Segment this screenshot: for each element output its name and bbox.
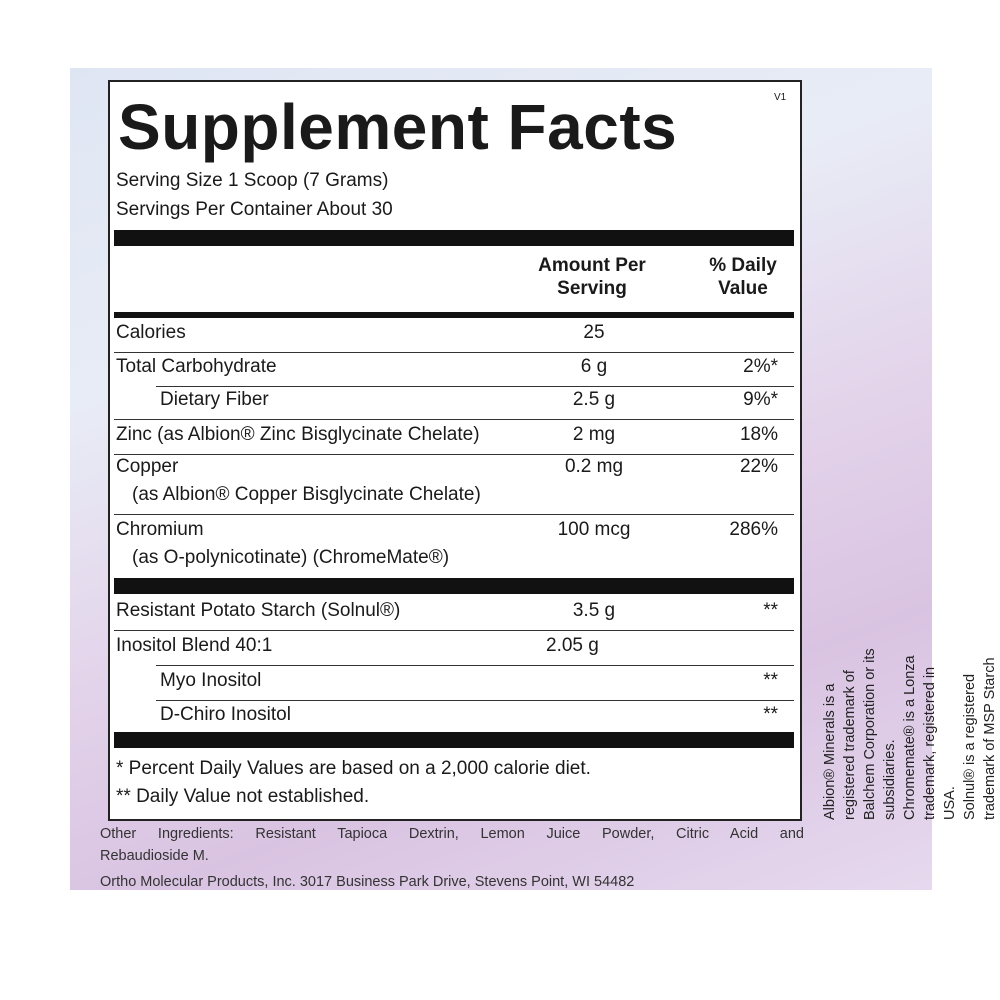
nutrient-daily-value: 18%	[739, 424, 778, 445]
row-divider	[114, 352, 794, 353]
other-ingredients-line2: Rebaudioside M.	[100, 848, 209, 864]
nutrient-daily-value: 9%*	[743, 389, 778, 410]
supplement-facts-panel: Supplement Facts V1 Serving Size 1 Scoop…	[108, 80, 802, 821]
nutrient-name: Inositol Blend 40:1	[116, 635, 273, 656]
amount-header-line1: Amount Per	[538, 255, 646, 276]
servings-per-container: Servings Per Container About 30	[116, 199, 393, 220]
nutrient-amount: 0.2 mg	[564, 456, 624, 477]
row-divider	[156, 665, 794, 666]
nutrient-name: Total Carbohydrate	[116, 356, 277, 377]
nutrient-name: Dietary Fiber	[160, 389, 269, 410]
nutrient-amount: 2 mg	[572, 424, 616, 445]
trademark-albion: Albion® Minerals is a registered tradema…	[822, 648, 898, 820]
nutrient-name: Calories	[116, 322, 186, 343]
nutrient-amount: 3.5 g	[572, 600, 616, 621]
nutrient-name: Resistant Potato Starch (Solnul®)	[116, 600, 401, 621]
dv-header-line1: % Daily	[709, 255, 777, 276]
dv-header-line2: Value	[718, 278, 768, 299]
row-divider	[156, 700, 794, 701]
dv-header: % Daily Value	[688, 254, 798, 300]
panel-title: Supplement Facts	[118, 91, 678, 163]
nutrient-name: Copper	[116, 456, 179, 477]
nutrient-daily-value: 2%*	[743, 356, 778, 377]
amount-header: Amount Per Serving	[522, 254, 662, 300]
nutrient-amount: 6 g	[580, 356, 608, 377]
nutrient-source: (as Albion® Copper Bisglycinate Chelate)	[132, 484, 481, 505]
nutrient-daily-value: **	[763, 670, 778, 691]
footnote-dv: * Percent Daily Values are based on a 2,…	[116, 758, 591, 779]
medium-divider	[114, 312, 794, 318]
row-divider	[114, 419, 794, 420]
nutrient-amount: 2.5 g	[572, 389, 616, 410]
nutrient-daily-value: **	[763, 704, 778, 725]
nutrient-daily-value: 286%	[729, 519, 778, 540]
row-divider	[114, 454, 794, 455]
other-ingredients-line1: Other Ingredients: Resistant Tapioca Dex…	[100, 826, 804, 842]
thick-divider	[114, 578, 794, 594]
trademark-notes: Albion® Minerals is a registered tradema…	[820, 640, 1000, 820]
trademark-solnul: Solnul® is a registered trademark of MSP…	[962, 657, 998, 820]
amount-header-line2: Serving	[557, 278, 627, 299]
nutrient-name: Zinc (as Albion® Zinc Bisglycinate Chela…	[116, 424, 480, 445]
trademark-chromemate: Chromemate® is a Lonza trademark, regist…	[902, 655, 958, 820]
row-divider	[114, 514, 794, 515]
footnote-not-established: ** Daily Value not established.	[116, 786, 370, 807]
serving-size: Serving Size 1 Scoop (7 Grams)	[116, 170, 389, 191]
version-mark: V1	[774, 92, 787, 103]
thick-divider	[114, 732, 794, 748]
row-divider	[156, 386, 794, 387]
nutrient-name: Chromium	[116, 519, 204, 540]
nutrient-amount: 2.05 g	[546, 635, 599, 656]
nutrient-amount: 25	[583, 322, 605, 343]
thick-divider	[114, 230, 794, 246]
row-divider	[114, 630, 794, 631]
nutrient-daily-value: 22%	[739, 456, 778, 477]
manufacturer-address: Ortho Molecular Products, Inc. 3017 Busi…	[100, 874, 635, 890]
nutrient-name: Myo Inositol	[160, 670, 262, 691]
nutrient-name: D-Chiro Inositol	[160, 704, 291, 725]
nutrient-source: (as O-polynicotinate) (ChromeMate®)	[132, 547, 450, 568]
nutrient-amount: 100 mcg	[557, 519, 631, 540]
nutrient-daily-value: **	[763, 600, 778, 621]
